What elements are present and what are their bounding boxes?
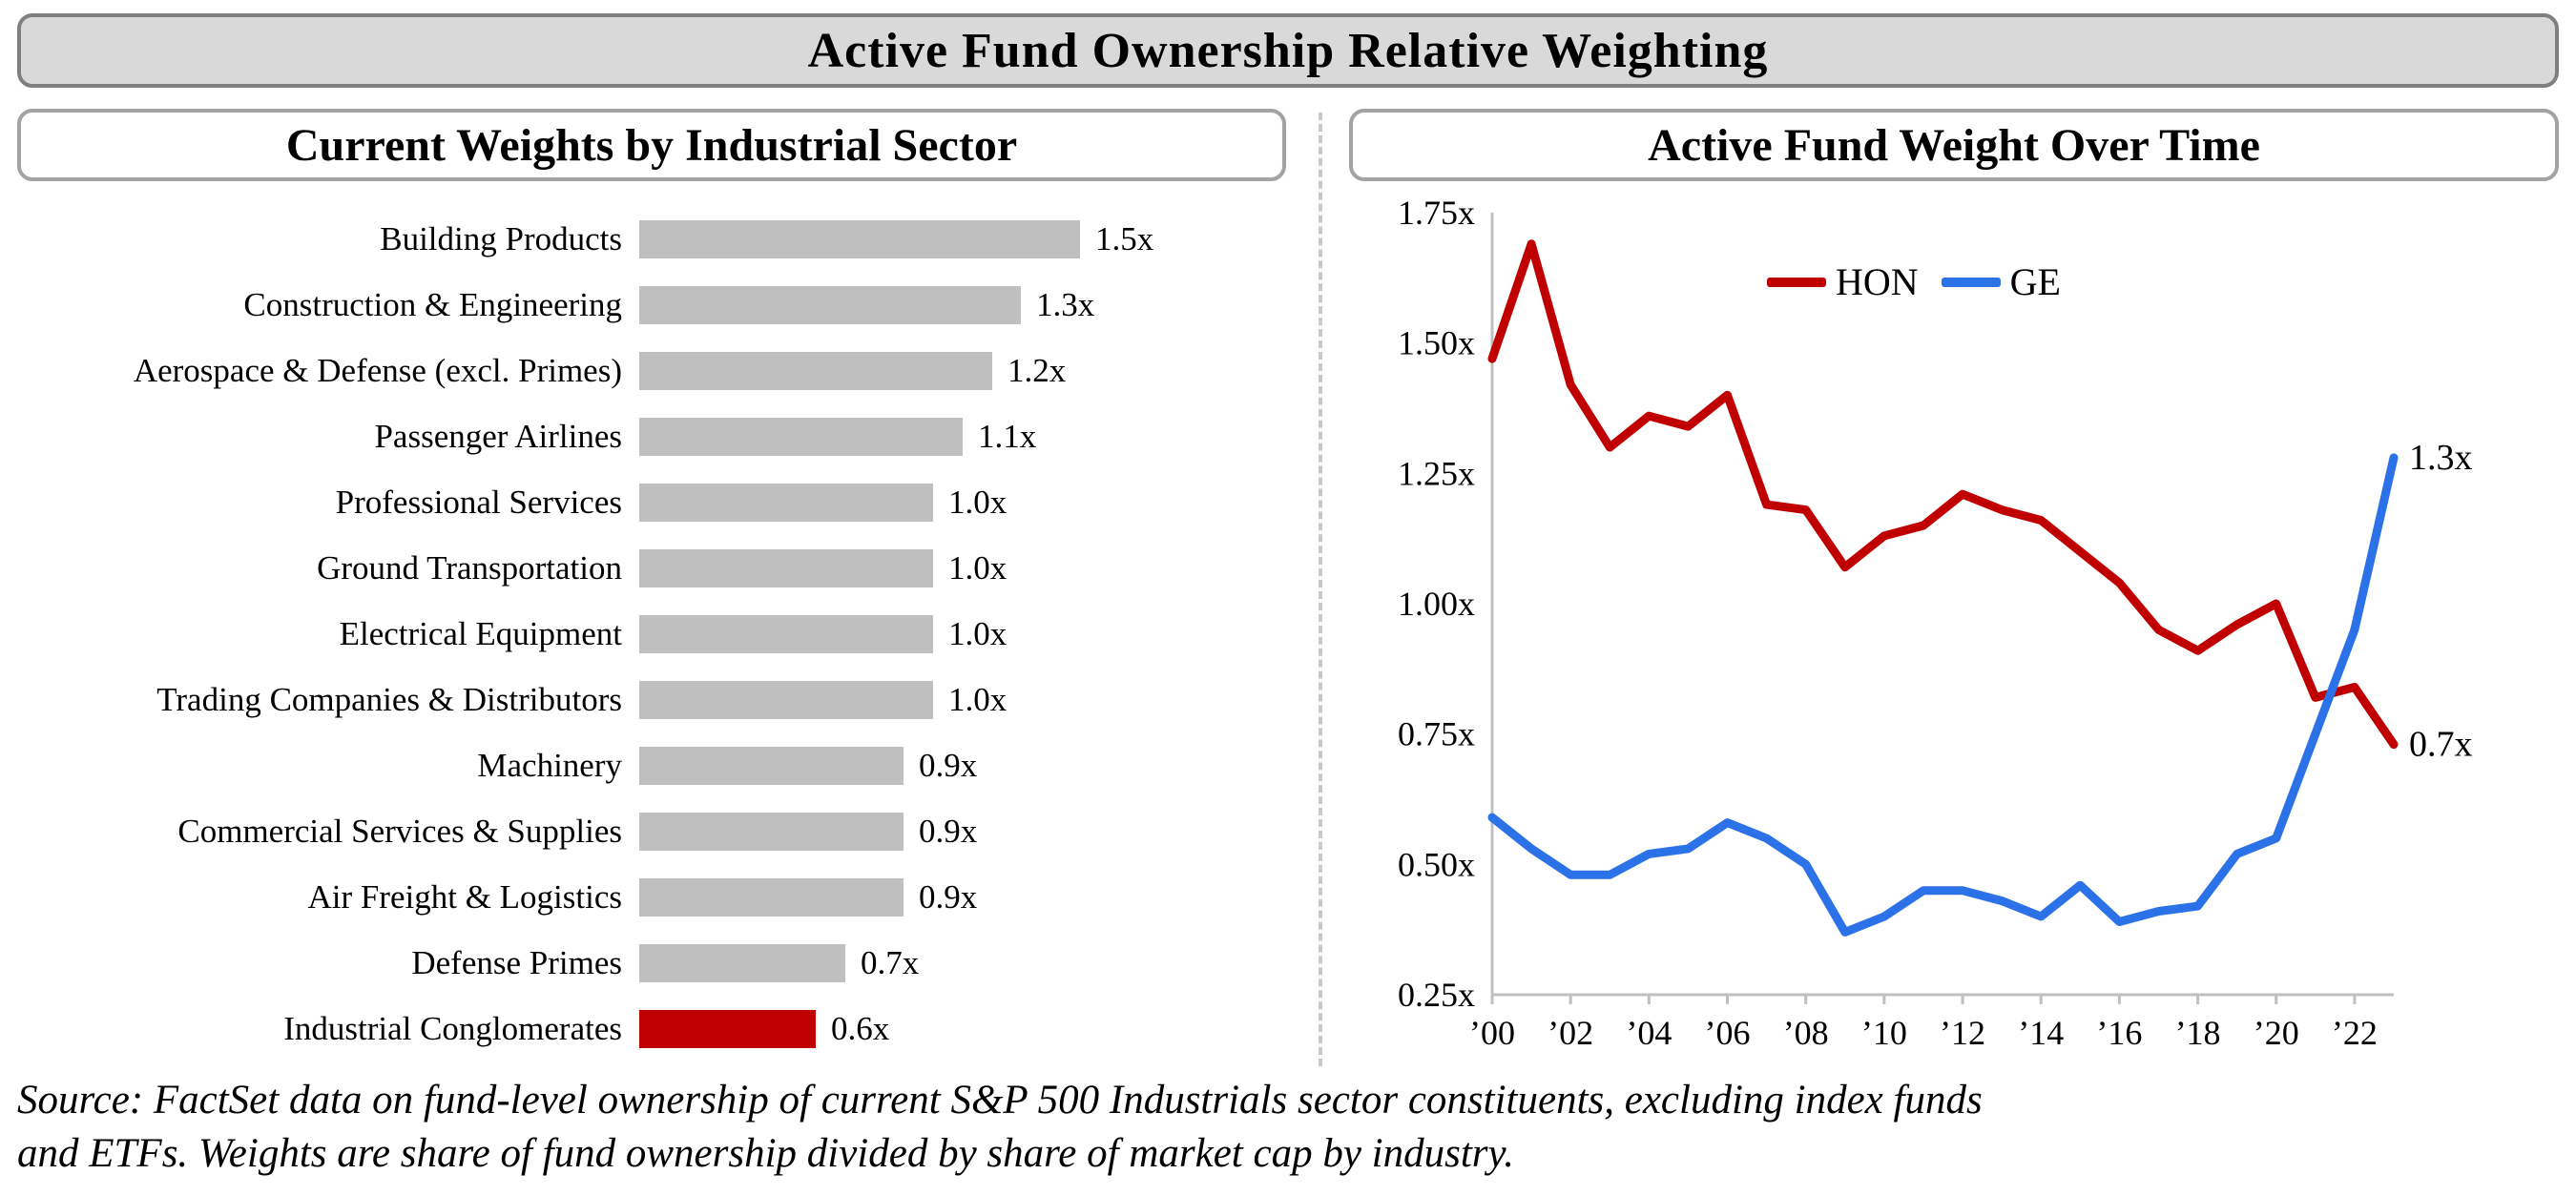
bar-row: Building Products 1.5x [17, 206, 1286, 272]
bar-category-label: Trading Companies & Distributors [156, 680, 622, 718]
x-tick-label: ’18 [2175, 1014, 2221, 1052]
bar-category-label: Professional Services [335, 483, 622, 521]
bar [639, 943, 845, 982]
bar-value-label: 1.2x [1008, 351, 1067, 389]
line-panel-title: Active Fund Weight Over Time [1648, 119, 2260, 171]
hon-legend-label: HON [1836, 260, 1919, 303]
y-tick-label: 0.75x [1398, 715, 1475, 753]
bar-value-label: 1.1x [978, 417, 1037, 455]
bar [639, 877, 904, 917]
bar [639, 417, 963, 456]
bar-value-label: 0.7x [861, 943, 920, 981]
bar-row: Trading Companies & Distributors 1.0x [17, 667, 1286, 732]
bar-category-label: Commercial Services & Supplies [177, 812, 622, 850]
bar-category-label: Electrical Equipment [339, 614, 622, 652]
panels-row: Current Weights by Industrial Sector Bui… [17, 109, 2559, 1066]
x-tick-label: ’12 [1940, 1014, 1985, 1052]
bar-category-label: Machinery [477, 746, 622, 784]
figure-title-box: Active Fund Ownership Relative Weighting [17, 13, 2559, 88]
bar-chart: Building Products 1.5x Construction & Engi… [17, 206, 1286, 1061]
bar-panel-title: Current Weights by Industrial Sector [285, 119, 1018, 171]
bar-category-label: Air Freight & Logistics [307, 877, 622, 916]
bar-value-label: 0.9x [919, 877, 978, 916]
series-line-hon [1487, 239, 2399, 750]
ge-legend-label: GE [2009, 260, 2061, 303]
x-tick-label: ’02 [1548, 1014, 1593, 1052]
bar-row: Passenger Airlines 1.1x [17, 403, 1286, 469]
panel-divider [1319, 113, 1322, 1066]
bar-category-label: Industrial Conglomerates [283, 1009, 622, 1047]
bar [639, 812, 904, 851]
y-tick-label: 1.00x [1398, 585, 1475, 623]
bar-row: Defense Primes 0.7x [17, 930, 1286, 996]
source-line-2: and ETFs. Weights are share of fund owne… [17, 1130, 1514, 1176]
bar-row: Machinery 0.9x [17, 732, 1286, 798]
bar-row: Commercial Services & Supplies 0.9x [17, 798, 1286, 864]
bar [639, 548, 933, 587]
line-chart-svg: 0.25x 0.50x 0.75x 1.00x 1.25x 1.50x 1.75x ’00 ’0… [1398, 194, 2473, 1052]
x-tick-label: ’10 [1861, 1014, 1907, 1052]
bar-value-label: 1.0x [948, 680, 1008, 718]
bar-category-label: Aerospace & Defense (excl. Primes) [133, 351, 622, 389]
bar-value-label: 1.0x [948, 483, 1008, 521]
x-tick-label: ’00 [1469, 1014, 1515, 1052]
bar-value-label: 1.0x [948, 614, 1008, 652]
series-line-ge [1487, 453, 2399, 937]
bar-category-label: Passenger Airlines [374, 417, 622, 455]
hon-legend-swatch [1767, 277, 1826, 287]
y-tick-label: 1.75x [1398, 194, 1475, 232]
line-panel: Active Fund Weight Over Time 0.25x 0.50x 0… [1349, 109, 2559, 1066]
bar-row: Electrical Equipment 1.0x [17, 601, 1286, 667]
x-tick-label: ’14 [2018, 1014, 2064, 1052]
bar-row: Aerospace & Defense (excl. Primes) 1.2x [17, 338, 1286, 403]
bar-category-label: Ground Transportation [317, 548, 622, 587]
line-legend: HON GE [1767, 259, 2084, 304]
bar-category-label: Defense Primes [411, 943, 622, 981]
series-end-label-ge: 1.3x [2409, 438, 2473, 478]
bar-category-label: Construction & Engineering [243, 285, 622, 323]
x-tick-label: ’22 [2332, 1014, 2378, 1052]
line-chart: 0.25x 0.50x 0.75x 1.00x 1.25x 1.50x 1.75x ’00 ’0… [1349, 189, 2559, 1066]
bar-value-label: 0.9x [919, 812, 978, 850]
source-line-1: Source: FactSet data on fund-level owner… [17, 1078, 1983, 1123]
bar-panel-title-box: Current Weights by Industrial Sector [17, 109, 1286, 181]
bar-value-label: 1.0x [948, 548, 1008, 587]
bar-row: Professional Services 1.0x [17, 469, 1286, 535]
y-tick-label: 0.25x [1398, 976, 1475, 1014]
bar [639, 746, 904, 785]
x-tick-label: ’08 [1783, 1014, 1829, 1052]
bar-row: Industrial Conglomerates 0.6x [17, 996, 1286, 1061]
y-tick-label: 1.50x [1398, 324, 1475, 362]
bar-value-label: 1.3x [1036, 285, 1095, 323]
bar-row: Ground Transportation 1.0x [17, 535, 1286, 601]
ge-legend-swatch [1941, 277, 2001, 287]
bar [639, 285, 1021, 324]
source-note: Source: FactSet data on fund-level owner… [17, 1074, 2559, 1181]
x-tick-label: ’06 [1705, 1014, 1751, 1052]
bar-panel: Current Weights by Industrial Sector Bui… [17, 109, 1286, 1066]
x-tick-label: ’16 [2096, 1014, 2142, 1052]
x-tick-label: ’20 [2254, 1014, 2299, 1052]
y-tick-label: 0.50x [1398, 845, 1475, 883]
bar-value-label: 0.9x [919, 746, 978, 784]
y-tick-label: 1.25x [1398, 454, 1475, 492]
bar-row: Construction & Engineering 1.3x [17, 272, 1286, 338]
bar-row: Air Freight & Logistics 0.9x [17, 864, 1286, 930]
bar [639, 483, 933, 522]
bar-category-label: Building Products [380, 219, 622, 258]
bar [639, 219, 1080, 258]
series-end-label-hon: 0.7x [2409, 725, 2473, 765]
bar-value-label: 0.6x [831, 1009, 890, 1047]
bar [639, 614, 933, 653]
bar [639, 351, 992, 390]
bar [639, 1009, 816, 1048]
figure-title: Active Fund Ownership Relative Weighting [807, 23, 1769, 78]
x-tick-label: ’04 [1626, 1014, 1672, 1052]
bar-value-label: 1.5x [1095, 219, 1154, 258]
line-panel-title-box: Active Fund Weight Over Time [1349, 109, 2559, 181]
bar [639, 680, 933, 719]
